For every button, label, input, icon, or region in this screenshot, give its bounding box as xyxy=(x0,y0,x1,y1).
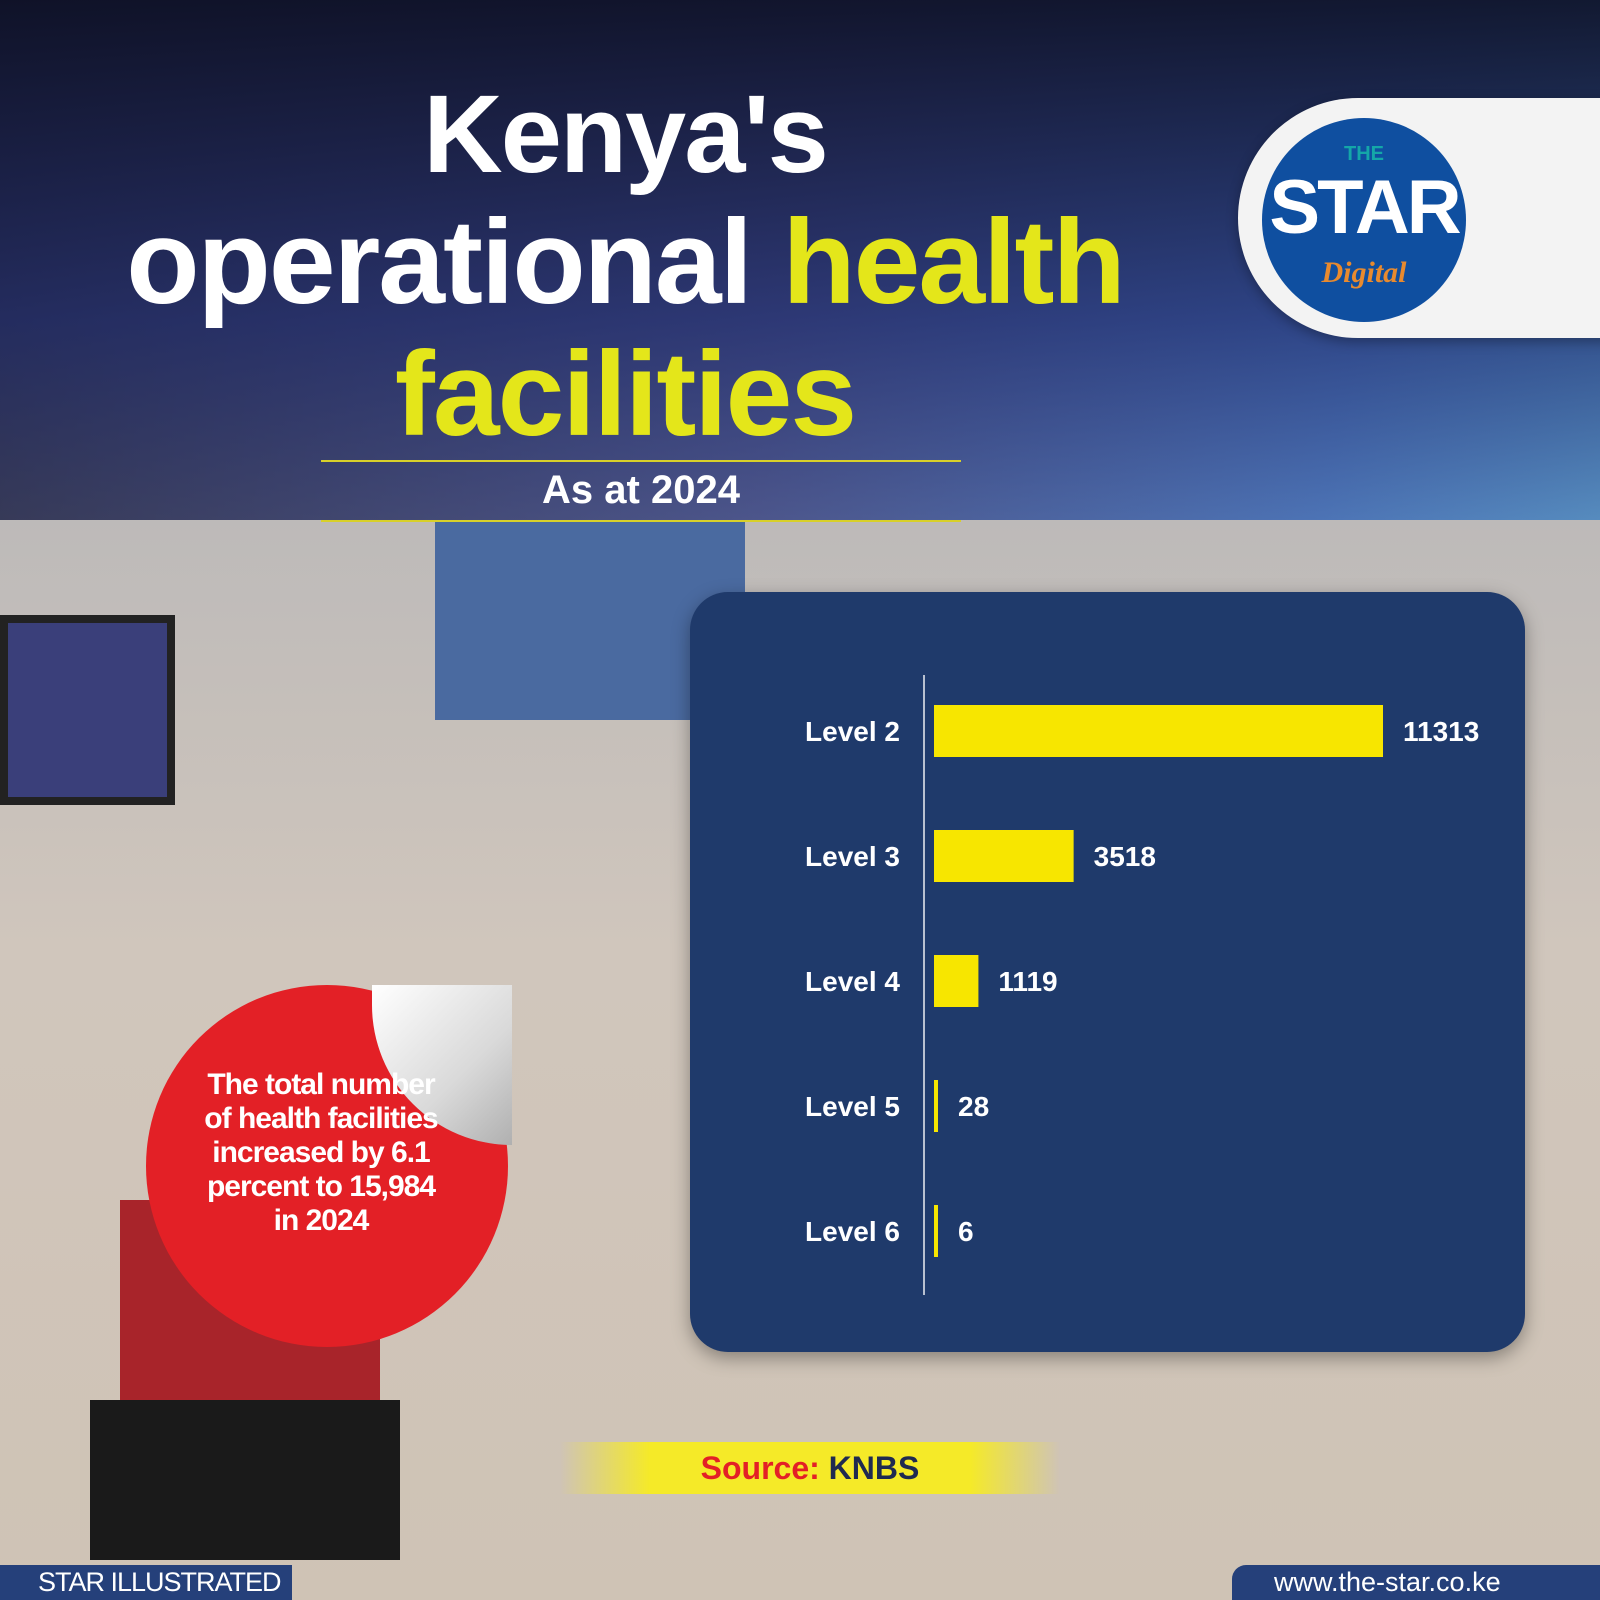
title-line-3: facilities xyxy=(394,327,857,461)
title-white: operational xyxy=(126,195,753,329)
bar-level-3 xyxy=(934,830,1074,882)
title-line-2: operational health xyxy=(0,202,1250,324)
chart-card: Level 2 11313 Level 3 3518 Level 4 1119 Level … xyxy=(690,592,1525,1352)
data-label: 3518 xyxy=(1094,841,1156,872)
category-label: Level 6 xyxy=(805,1216,900,1247)
data-label: 28 xyxy=(958,1091,989,1122)
logo-the: THE xyxy=(1344,143,1384,165)
data-label: 11313 xyxy=(1403,716,1479,747)
bar-level-4 xyxy=(934,955,979,1007)
data-label: 1119 xyxy=(998,966,1057,997)
callout-text: The total number of health facilities in… xyxy=(204,1068,438,1237)
footer-url[interactable]: www.the-star.co.ke xyxy=(1232,1565,1600,1600)
category-label: Level 3 xyxy=(805,841,900,872)
the-star-logo: THE STAR Digital xyxy=(1262,118,1466,322)
subtitle: As at 2024 xyxy=(542,468,740,512)
title-highlight: health xyxy=(782,195,1125,329)
category-label: Level 5 xyxy=(805,1091,900,1122)
source-note: Source: KNBS xyxy=(560,1442,1060,1494)
title-line-1: Kenya's xyxy=(423,73,829,196)
bar-level-2 xyxy=(934,705,1383,757)
category-label: Level 2 xyxy=(805,716,900,747)
source-value: KNBS xyxy=(828,1450,920,1486)
logo-star: STAR xyxy=(1269,165,1461,250)
divider-bottom xyxy=(321,520,961,522)
bar-chart: Level 2 11313 Level 3 3518 Level 4 1119 Level … xyxy=(805,675,1479,1295)
bar-level-5 xyxy=(934,1080,938,1132)
monitor-image xyxy=(0,615,175,805)
divider-top xyxy=(321,460,961,462)
source-label: Source: xyxy=(700,1450,820,1486)
data-label: 6 xyxy=(958,1216,974,1247)
bar-level-6 xyxy=(934,1205,938,1257)
base-image xyxy=(90,1400,400,1560)
footer-brand: STAR ILLUSTRATED xyxy=(0,1565,292,1600)
logo-digital: Digital xyxy=(1321,256,1407,289)
category-label: Level 4 xyxy=(805,966,900,997)
